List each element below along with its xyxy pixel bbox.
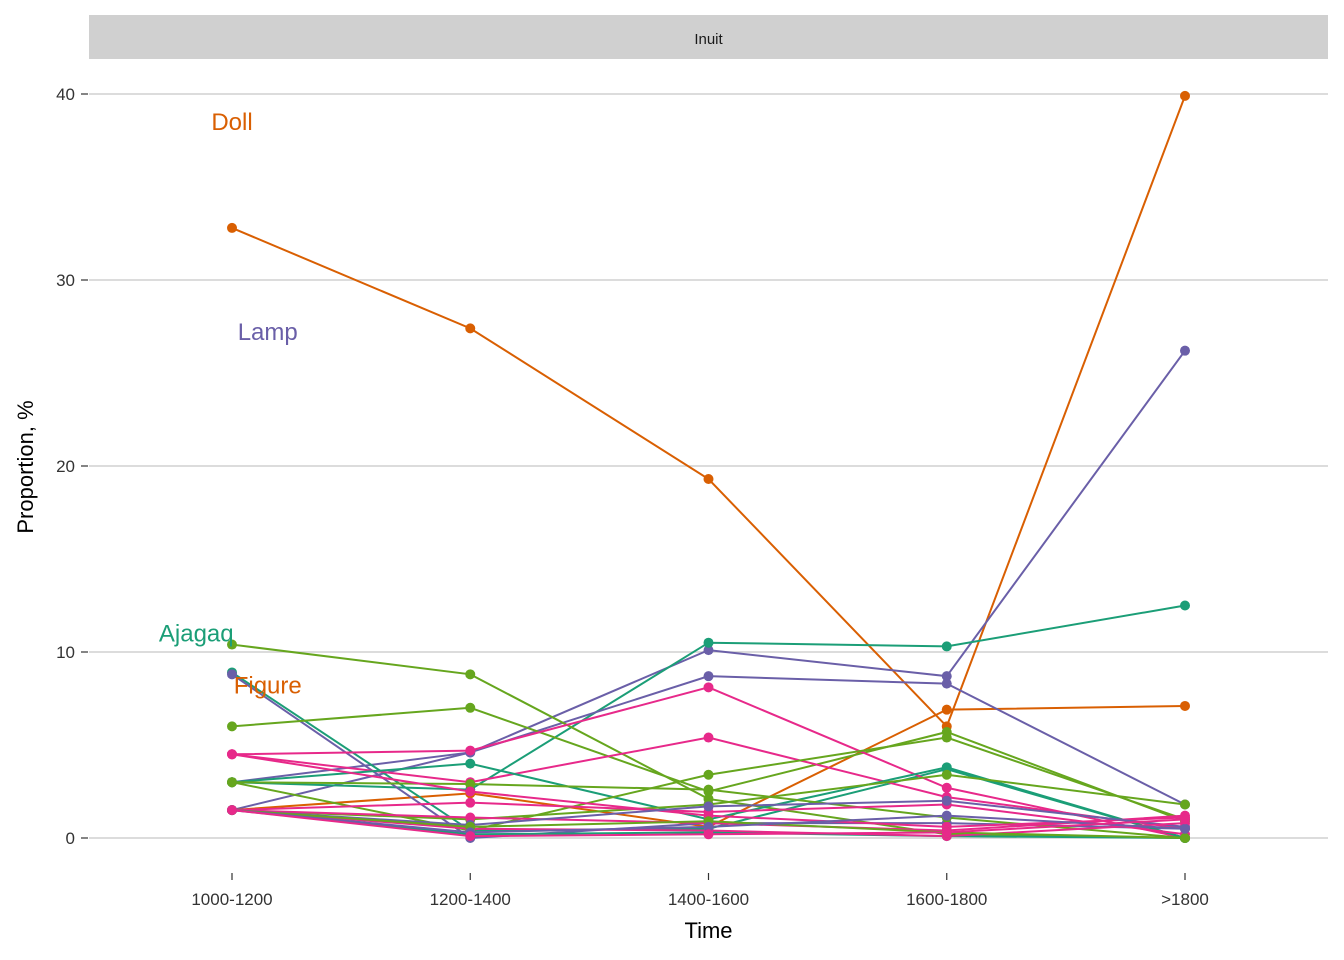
data-point [1180,90,1190,101]
data-point [465,786,476,797]
series-label: Figure [234,672,302,699]
y-axis-title: Proportion, % [13,400,38,533]
data-point [703,769,714,780]
data-point [1180,345,1190,356]
y-tick-label: 0 [66,829,75,848]
data-point [227,777,237,788]
y-tick-label: 30 [56,271,75,290]
data-point [703,671,714,682]
x-axis-title: Time [684,918,732,943]
data-point [703,637,714,648]
data-point [703,821,714,832]
data-point [941,641,952,652]
data-point [465,669,476,680]
y-axis: 0 10 20 30 40 [56,85,88,848]
y-tick-label: 40 [56,85,75,104]
data-point [465,797,476,808]
x-tick-label: >1800 [1161,890,1209,909]
data-point [1180,833,1190,843]
data-point [941,678,952,689]
data-point [227,721,237,732]
data-point [941,827,952,838]
data-point [227,805,237,816]
facet-strip [89,15,1328,59]
x-tick-label: 1000-1200 [191,890,272,909]
data-point [465,758,476,769]
facet-label: Inuit [694,31,723,48]
x-axis: 1000-1200 1200-1400 1400-1600 1600-1800 >180… [191,873,1209,909]
data-point [941,810,952,821]
data-point [941,704,952,715]
data-point [941,671,952,682]
data-point [465,702,476,713]
data-point [227,669,237,680]
data-point [1180,600,1190,611]
data-point [465,831,476,842]
data-point [703,645,714,656]
data-point [227,222,237,233]
data-point [703,829,714,840]
data-point [703,732,714,743]
x-tick-label: 1400-1600 [668,890,749,909]
data-point [941,732,952,743]
data-point [703,682,714,693]
data-point [1180,799,1190,810]
data-point [227,749,237,760]
x-tick-label: 1600-1800 [906,890,987,909]
data-point [465,323,476,334]
data-point [703,801,714,812]
data-point [465,779,476,790]
data-point [703,474,714,485]
data-point [941,769,952,780]
data-point [941,762,952,773]
series-label: Lamp [238,319,298,346]
data-point [465,745,476,756]
data-point [1180,814,1190,825]
data-point [941,782,952,793]
gridlines [89,93,1328,839]
series-label: Doll [211,109,252,136]
data-point [941,795,952,806]
data-point [227,639,237,650]
series-lines [231,95,1186,840]
y-tick-label: 10 [56,643,75,662]
data-point [1180,700,1190,711]
data-point [703,784,714,795]
y-tick-label: 20 [56,457,75,476]
series-points [227,90,1190,843]
data-point [465,812,476,823]
x-tick-label: 1200-1400 [430,890,511,909]
series-label: Ajagaq [159,620,234,647]
series-line [231,604,1186,791]
data-point [1180,823,1190,834]
series-line [231,95,1186,729]
